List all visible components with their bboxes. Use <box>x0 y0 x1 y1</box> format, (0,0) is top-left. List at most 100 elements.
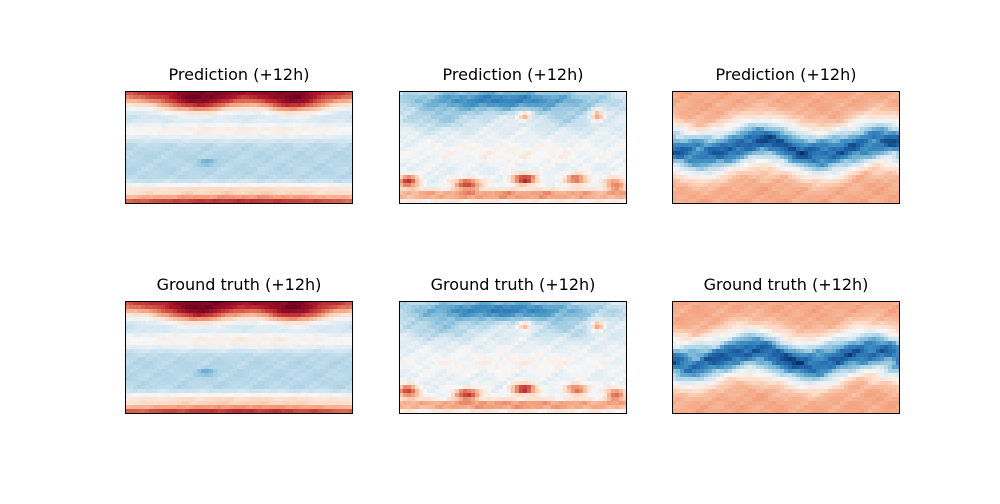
heatmap-cell <box>463 151 468 156</box>
heatmap-cell <box>676 123 681 128</box>
heatmap-cell <box>503 119 508 124</box>
heatmap-cell <box>812 199 817 204</box>
heatmap-cell <box>209 187 214 192</box>
heatmap-cell <box>780 131 785 136</box>
heatmap-cell <box>141 135 146 140</box>
heatmap-cell <box>459 175 464 180</box>
heatmap-cell <box>611 119 616 124</box>
heatmap-cell <box>157 115 162 120</box>
heatmap-cell <box>245 143 250 148</box>
heatmap-cell <box>768 119 773 124</box>
heatmap-cell <box>201 119 206 124</box>
heatmap-cell <box>724 155 729 160</box>
heatmap-cell <box>796 119 801 124</box>
heatmap-cell <box>571 143 576 148</box>
heatmap-cell <box>273 183 278 188</box>
heatmap-cell <box>768 171 773 176</box>
heatmap-cell <box>587 171 592 176</box>
heatmap-cell <box>173 179 178 184</box>
heatmap-cell <box>455 151 460 156</box>
heatmap-cell <box>185 111 190 116</box>
heatmap-cell <box>720 107 725 112</box>
heatmap-cell <box>712 191 717 196</box>
heatmap-cell <box>792 119 797 124</box>
heatmap-cell <box>864 99 869 104</box>
heatmap-cell <box>173 131 178 136</box>
heatmap-cell <box>712 103 717 108</box>
heatmap-cell <box>423 171 428 176</box>
heatmap-cell <box>169 179 174 184</box>
heatmap-cell <box>435 151 440 156</box>
heatmap-cell <box>277 159 282 164</box>
heatmap-cell <box>301 171 306 176</box>
heatmap-cell <box>575 131 580 136</box>
heatmap-cell <box>720 183 725 188</box>
heatmap-cell <box>752 159 757 164</box>
heatmap-cell <box>840 171 845 176</box>
heatmap-cell <box>712 151 717 156</box>
heatmap-cell <box>213 119 218 124</box>
heatmap-cell <box>209 103 214 108</box>
heatmap-cell <box>427 183 432 188</box>
heatmap-cell <box>129 199 134 204</box>
heatmap-cell <box>756 107 761 112</box>
heatmap-cell <box>623 195 627 200</box>
heatmap-cell <box>876 115 881 120</box>
heatmap-cell <box>297 187 302 192</box>
heatmap-cell <box>273 115 278 120</box>
heatmap-cell <box>407 143 412 148</box>
heatmap-cell <box>531 167 536 172</box>
heatmap-cell <box>241 103 246 108</box>
heatmap-cell <box>257 183 262 188</box>
heatmap-cell <box>824 195 829 200</box>
heatmap-cell <box>455 191 460 196</box>
heatmap-cell <box>724 175 729 180</box>
heatmap-cell <box>491 167 496 172</box>
heatmap-cell <box>724 127 729 132</box>
heatmap-cell <box>836 139 841 144</box>
heatmap-cell <box>403 139 408 144</box>
heatmap-cell <box>836 99 841 104</box>
heatmap-cell <box>301 179 306 184</box>
heatmap-cell <box>776 155 781 160</box>
heatmap-cell <box>764 119 769 124</box>
heatmap-cell <box>305 139 310 144</box>
heatmap-cell <box>185 155 190 160</box>
heatmap-cell <box>844 115 849 120</box>
heatmap-cell <box>696 135 701 140</box>
heatmap-cell <box>297 155 302 160</box>
heatmap-cell <box>704 95 709 100</box>
heatmap-cell <box>205 187 210 192</box>
heatmap-cell <box>281 135 286 140</box>
heatmap-cell <box>407 107 412 112</box>
heatmap-cell <box>547 171 552 176</box>
heatmap-cell <box>868 95 873 100</box>
heatmap-cell <box>876 135 881 140</box>
heatmap-cell <box>407 115 412 120</box>
heatmap-cell <box>241 131 246 136</box>
heatmap-cell <box>792 155 797 160</box>
heatmap-cell <box>595 139 600 144</box>
heatmap-cell <box>880 187 885 192</box>
heatmap-cell <box>615 171 620 176</box>
heatmap-cell <box>784 187 789 192</box>
heatmap-cell <box>125 131 130 136</box>
heatmap-cell <box>499 135 504 140</box>
heatmap-cell <box>221 143 226 148</box>
heatmap-cell <box>161 163 166 168</box>
heatmap-cell <box>676 135 681 140</box>
heatmap-cell <box>221 111 226 116</box>
heatmap-cell <box>129 131 134 136</box>
heatmap-cell <box>676 159 681 164</box>
heatmap-cell <box>535 103 540 108</box>
heatmap-cell <box>273 143 278 148</box>
heatmap-cell <box>531 103 536 108</box>
heatmap-cell <box>619 103 624 108</box>
heatmap-cell <box>595 95 600 100</box>
heatmap-cell <box>680 107 685 112</box>
heatmap-cell <box>349 143 353 148</box>
heatmap-cell <box>760 91 765 96</box>
heatmap-cell <box>341 163 346 168</box>
heatmap-cell <box>285 107 290 112</box>
heatmap-cell <box>820 159 825 164</box>
